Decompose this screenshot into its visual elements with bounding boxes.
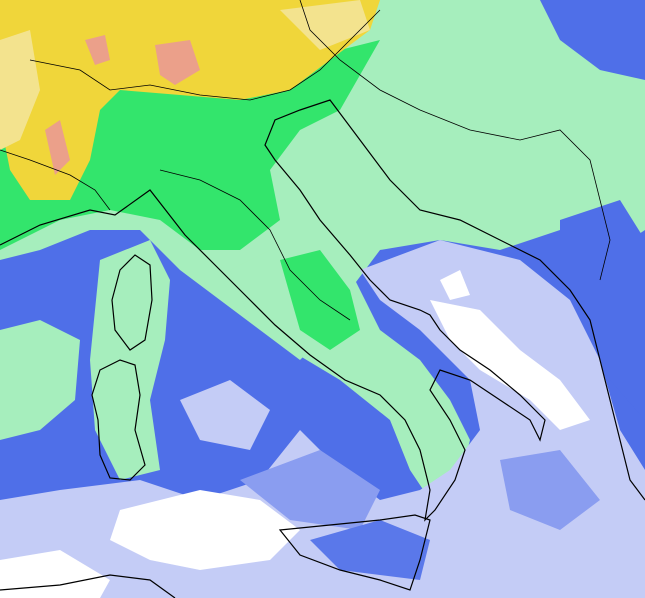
light-green-sardinia — [90, 240, 170, 480]
sardinia-coast — [91, 359, 146, 481]
border — [159, 169, 351, 321]
light-green-italy — [230, 240, 470, 500]
sicily-coast — [278, 514, 431, 591]
blue-patch — [240, 450, 380, 530]
border — [0, 149, 111, 211]
white-region — [440, 270, 470, 300]
border — [419, 109, 611, 281]
pale-yellow-east — [280, 0, 370, 50]
blue-balkan — [560, 200, 645, 420]
border — [29, 9, 381, 101]
blue-east — [540, 0, 645, 80]
lavender-tyrrhenian — [180, 380, 270, 450]
white-region — [0, 550, 110, 598]
blue-patch — [500, 450, 600, 530]
white-region — [430, 300, 590, 430]
border — [299, 0, 421, 111]
coastline — [0, 99, 645, 522]
corsica-coast — [111, 254, 153, 351]
pink-patch — [155, 40, 200, 85]
africa-coast — [0, 574, 176, 598]
pink-patch — [85, 35, 110, 65]
blue-patch — [310, 520, 430, 580]
pink-patch — [45, 120, 70, 175]
white-region — [110, 490, 300, 570]
light-green-west — [0, 320, 80, 440]
